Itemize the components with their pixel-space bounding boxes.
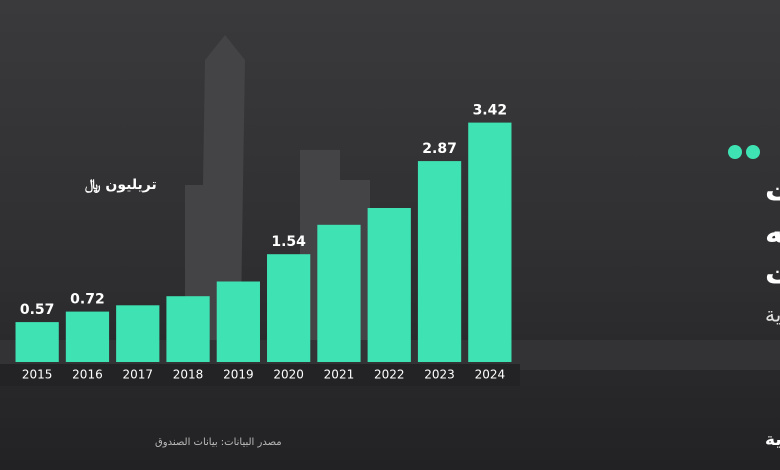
brand-logo: الاقتصادية [765,430,780,450]
x-tick-label: 2023 [424,368,455,382]
bar [468,122,512,362]
x-tick-label: 2017 [122,368,153,382]
dot [746,145,760,159]
value-label: 3.42 [473,103,508,119]
bar [317,224,361,362]
value-label: 2.87 [422,141,457,157]
subtitle: منذ إطلاق الرؤية [765,303,780,328]
bar [417,161,462,362]
title-line: صندوق الاستثمارات [765,174,780,209]
value-label: 0.57 [20,302,55,318]
x-tick-label: 2015 [22,368,53,382]
value-label: 1.54 [271,234,306,250]
value-label: 0.72 [70,292,105,308]
year-strip [0,364,520,386]
bar [166,296,210,362]
bar [267,254,311,362]
x-tick-label: 2022 [374,368,405,382]
title-line: العامة يضاعف أصوله [765,213,780,251]
source: مصدر البيانات: بيانات الصندوق [155,437,282,448]
title-line: المدارة 5 مرات [765,257,780,292]
bar [216,281,260,362]
bar [116,305,160,362]
x-tick-label: 2021 [324,368,355,382]
bar [65,311,110,362]
x-tick-label: 2024 [475,368,506,382]
bar [15,322,59,362]
x-tick-label: 2016 [72,368,103,382]
dot [728,145,742,159]
x-tick-label: 2018 [173,368,204,382]
unit-label: تريليون ﷼ [85,177,157,193]
x-tick-label: 2020 [273,368,304,382]
x-tick-label: 2019 [223,368,254,382]
bar [367,208,411,362]
